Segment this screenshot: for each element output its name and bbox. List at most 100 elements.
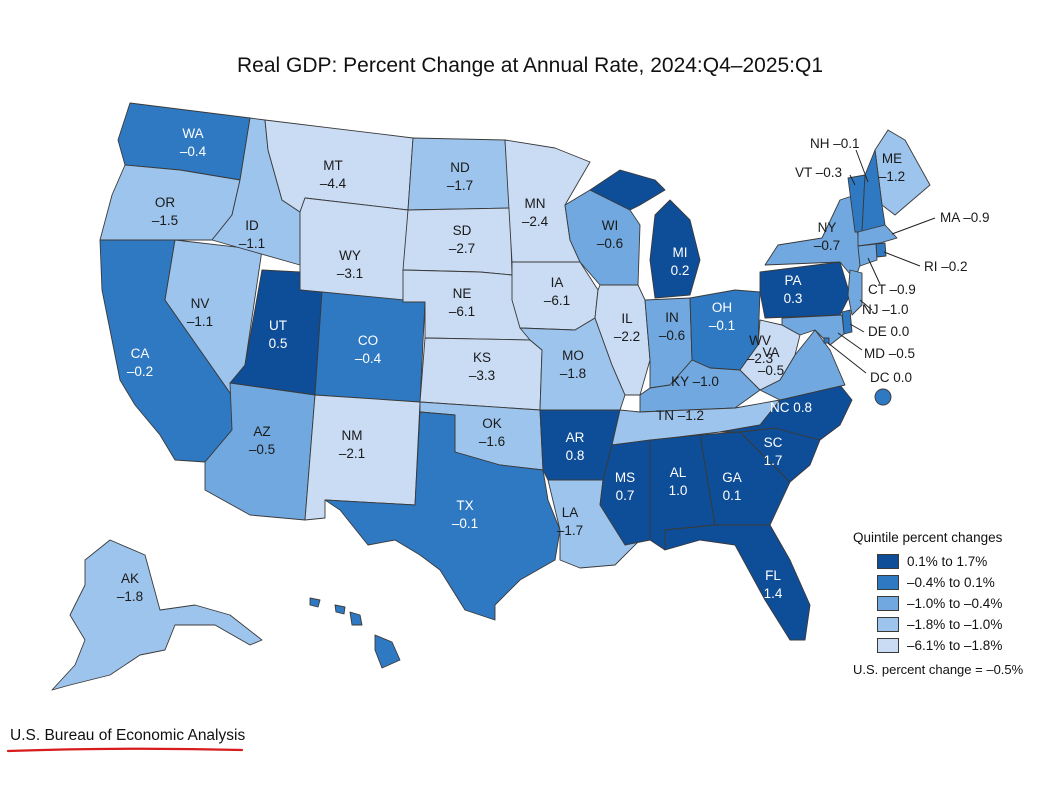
legend-label: –1.8% to –1.0% xyxy=(907,617,1003,632)
legend-label: –1.0% to –0.4% xyxy=(907,596,1003,611)
label-OH: OH –0.1 xyxy=(709,300,735,333)
legend-item: –1.0% to –0.4% xyxy=(877,593,1058,614)
label-MA: MA –0.9 xyxy=(940,210,990,225)
state-MD[interactable] xyxy=(781,314,845,346)
leader-NJ xyxy=(859,299,873,311)
label-SD: SD –2.7 xyxy=(449,223,475,256)
label-AK: AK –1.8 xyxy=(117,571,143,604)
agency-underline xyxy=(6,747,244,753)
legend-swatch xyxy=(877,596,899,611)
label-CT: CT –0.9 xyxy=(868,282,916,297)
label-NY: NY –0.7 xyxy=(814,220,840,253)
label-IA: IA –6.1 xyxy=(544,275,570,308)
label-SC: SC 1.7 xyxy=(764,435,783,468)
legend-swatch xyxy=(877,638,899,653)
label-MI: MI 0.2 xyxy=(671,245,690,278)
state-DC[interactable] xyxy=(823,337,830,344)
label-TN: TN –1.2 xyxy=(656,408,704,423)
state-FL[interactable] xyxy=(664,524,811,641)
state-MA[interactable] xyxy=(857,224,898,247)
leader-NH xyxy=(855,149,869,183)
leader-DC xyxy=(827,342,867,374)
label-WI: WI –0.6 xyxy=(597,218,623,251)
label-AZ: AZ –0.5 xyxy=(249,424,275,457)
us-percent-change: U.S. percent change = –0.5% xyxy=(853,662,1024,677)
label-RI: RI –0.2 xyxy=(924,259,968,274)
label-WA: WA –0.4 xyxy=(180,126,207,159)
state-GA[interactable] xyxy=(699,431,791,526)
label-AL: AL 1.0 xyxy=(669,465,688,498)
legend-item: –6.1% to –1.8% xyxy=(877,635,1058,656)
label-WV: WV –2.3 xyxy=(747,333,773,366)
state-TX[interactable] xyxy=(324,411,561,621)
legend-title: Quintile percent changes xyxy=(853,530,1003,545)
label-UT: UT 0.5 xyxy=(269,318,288,351)
label-VA: VA –0.5 xyxy=(758,345,784,378)
legend-swatch xyxy=(877,554,899,569)
state-NH[interactable] xyxy=(861,149,886,233)
legend-item: –0.4% to 0.1% xyxy=(877,572,1058,593)
label-DE: DE 0.0 xyxy=(868,324,909,339)
label-MT: MT –4.4 xyxy=(320,158,347,191)
label-PA: PA 0.3 xyxy=(784,273,803,306)
label-OK: OK –1.6 xyxy=(479,416,505,449)
state-HI xyxy=(374,634,401,669)
label-HI: HI –0.3 xyxy=(312,631,338,664)
legend-label: –0.4% to 0.1% xyxy=(907,575,995,590)
label-NJ: NJ –1.0 xyxy=(862,302,909,317)
legend-swatch xyxy=(877,617,899,632)
label-ID: ID –1.1 xyxy=(239,218,265,251)
legend-item: –1.8% to –1.0% xyxy=(877,614,1058,635)
label-LA: LA –1.7 xyxy=(557,505,583,538)
label-AR: AR 0.8 xyxy=(566,430,585,463)
state-labels: WA –0.4 OR –1.5 CA –0.2 NV –1.1 ID –1.1 MT –4.… xyxy=(117,126,905,664)
state-IL[interactable] xyxy=(594,284,651,396)
label-NE: NE –6.1 xyxy=(449,286,475,319)
label-WY: WY –3.1 xyxy=(337,248,363,281)
label-VT: VT –0.3 xyxy=(795,165,842,180)
label-MN: MN –2.4 xyxy=(522,196,549,229)
leader-RI xyxy=(883,251,921,267)
label-KS: KS –3.3 xyxy=(469,350,495,383)
legend-item: 0.1% to 1.7% xyxy=(877,551,1058,572)
map-title: Real GDP: Percent Change at Annual Rate,… xyxy=(236,54,824,77)
leader-MD xyxy=(837,332,863,351)
label-TX: TX –0.1 xyxy=(452,498,478,531)
state-DC-marker xyxy=(874,388,892,406)
label-DC: DC 0.0 xyxy=(870,370,912,385)
label-NH: NH –0.1 xyxy=(810,136,860,151)
label-GA: GA 0.1 xyxy=(722,470,742,503)
label-IN: IN –0.6 xyxy=(659,310,685,343)
state-AK[interactable] xyxy=(51,539,263,691)
label-ME: ME –1.2 xyxy=(879,151,905,184)
state-PA[interactable] xyxy=(759,261,851,319)
label-OR: OR –1.5 xyxy=(152,195,178,228)
legend-label: 0.1% to 1.7% xyxy=(907,554,988,569)
state-MI[interactable] xyxy=(589,169,701,299)
inline-labels: KY –1.0 TN –1.2 NC 0.8 xyxy=(656,374,812,423)
agency-link[interactable]: U.S. Bureau of Economic Analysis xyxy=(10,727,246,744)
legend-swatch xyxy=(877,575,899,590)
label-CA: CA –0.2 xyxy=(127,346,153,379)
label-FL: FL 1.4 xyxy=(764,568,783,601)
label-NC: NC 0.8 xyxy=(770,400,812,415)
leader-CT xyxy=(867,257,881,285)
label-CO: CO –0.4 xyxy=(355,333,382,366)
label-ND: ND –1.7 xyxy=(447,160,473,193)
callouts: NH –0.1 VT –0.3 MA –0.9 RI –0.2 CT –0.9 … xyxy=(795,136,990,385)
label-MD: MD –0.5 xyxy=(864,346,915,361)
label-IL: IL –2.2 xyxy=(614,311,640,344)
state-NJ[interactable] xyxy=(847,269,863,316)
legend-label: –6.1% to –1.8% xyxy=(907,638,1003,653)
label-NV: NV –1.1 xyxy=(187,296,213,329)
leader-MA xyxy=(891,217,936,235)
state-RI[interactable] xyxy=(875,242,887,258)
label-MS: MS 0.7 xyxy=(615,470,635,503)
label-MO: MO –1.8 xyxy=(560,348,586,381)
state-HI-islands[interactable] xyxy=(309,597,401,669)
leader-DE xyxy=(849,323,865,333)
legend: Quintile percent changes 0.1% to 1.7% –0… xyxy=(853,530,1058,677)
state-CT[interactable] xyxy=(857,243,878,267)
leader-VT xyxy=(849,174,856,186)
